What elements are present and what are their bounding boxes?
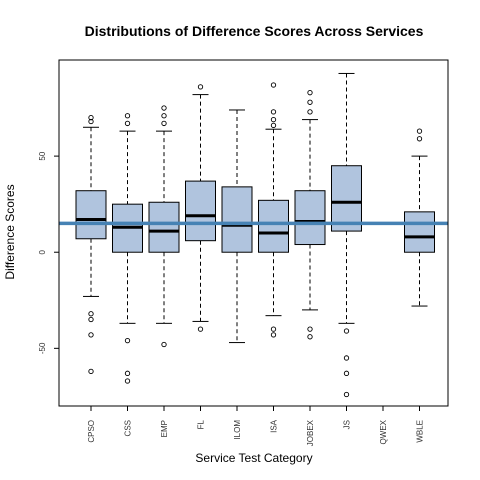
y-tick-label: 0 xyxy=(38,249,47,254)
x-tick-label: CSS xyxy=(124,420,133,436)
box-iqr xyxy=(404,211,435,253)
box-iqr xyxy=(331,165,362,232)
outlier-point xyxy=(124,337,131,344)
outlier-point xyxy=(124,378,131,384)
chart-title: Distributions of Difference Scores Acros… xyxy=(85,23,424,39)
outlier-point xyxy=(343,391,350,398)
y-tick-label: 50 xyxy=(38,151,47,160)
box-iqr xyxy=(258,199,289,253)
outlier-point xyxy=(124,120,131,127)
box-group-fl xyxy=(185,84,216,332)
box-group-css xyxy=(112,113,143,384)
x-axis-label: Service Test Category xyxy=(195,451,312,465)
outlier-point xyxy=(197,84,204,90)
box-group-js xyxy=(331,72,362,398)
box-group-cpso xyxy=(75,115,107,375)
x-tick-label: QWEX xyxy=(379,419,388,444)
outlier-point xyxy=(343,370,350,376)
outlier-point xyxy=(307,99,313,105)
x-tick-label: CPSO xyxy=(87,420,96,443)
outlier-point xyxy=(270,82,277,88)
outlier-point xyxy=(307,90,313,96)
outlier-point xyxy=(88,368,94,375)
outlier-point xyxy=(270,326,277,332)
outlier-point xyxy=(88,118,94,125)
outlier-point xyxy=(161,105,167,111)
outlier-point xyxy=(88,332,94,338)
box-iqr xyxy=(75,190,107,240)
x-tick-label: FL xyxy=(197,419,206,429)
outlier-point xyxy=(416,136,423,142)
box-group-wble xyxy=(404,128,435,307)
box-group-jobex xyxy=(294,90,326,340)
x-tick-label: JS xyxy=(343,420,352,429)
outlier-point xyxy=(343,328,350,334)
outlier-point xyxy=(161,341,167,348)
plot-frame xyxy=(58,59,449,407)
outlier-point xyxy=(270,109,277,115)
outlier-point xyxy=(161,120,167,127)
outlier-point xyxy=(307,109,313,115)
y-tick-label: -50 xyxy=(38,342,47,354)
outlier-point xyxy=(124,113,131,119)
outlier-point xyxy=(124,370,131,376)
outlier-point xyxy=(270,122,277,129)
box-iqr xyxy=(148,201,180,253)
outlier-point xyxy=(88,316,94,323)
box-group-emp xyxy=(148,105,180,348)
x-tick-label: JOBEX xyxy=(306,419,315,446)
plot-area xyxy=(59,72,448,398)
outlier-point xyxy=(197,326,204,332)
outlier-point xyxy=(270,116,277,123)
outlier-point xyxy=(307,334,313,340)
x-tick-label: ILOM xyxy=(233,420,242,440)
x-tick-label: ISA xyxy=(270,419,279,433)
outlier-point xyxy=(343,355,350,361)
x-tick-label: EMP xyxy=(160,420,169,437)
outlier-point xyxy=(88,115,94,121)
outlier-point xyxy=(416,128,423,134)
outlier-point xyxy=(307,326,313,332)
outlier-point xyxy=(270,332,277,338)
box-group-ilom xyxy=(221,109,253,344)
box-group-isa xyxy=(258,82,289,338)
x-tick-label: WBLE xyxy=(416,420,425,443)
outlier-point xyxy=(88,311,94,317)
y-axis-label: Difference Scores xyxy=(3,184,17,279)
box-iqr xyxy=(185,180,216,242)
box-iqr xyxy=(294,190,326,246)
outlier-point xyxy=(161,113,167,119)
box-iqr xyxy=(221,186,253,253)
